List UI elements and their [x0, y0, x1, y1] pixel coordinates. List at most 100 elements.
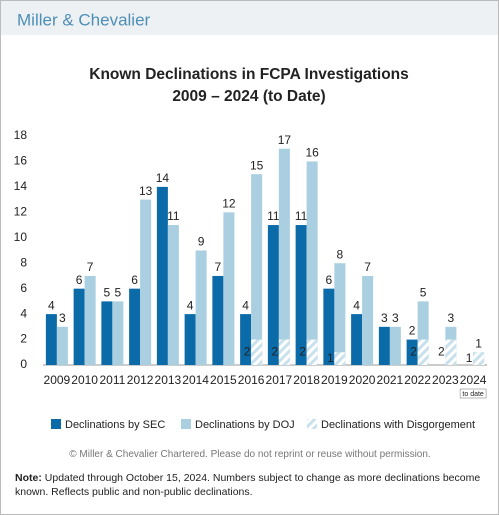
- value-label: 11: [167, 209, 180, 223]
- copyright: © Miller & Chevalier Chartered. Please d…: [69, 449, 431, 460]
- bar: [278, 148, 290, 365]
- bar: [184, 314, 196, 365]
- value-label: 2: [409, 324, 416, 338]
- bar: [56, 326, 68, 365]
- value-label: 4: [242, 298, 249, 312]
- note: Note: Updated through October 15, 2024. …: [15, 471, 485, 499]
- x-tick-label: 2017: [266, 373, 293, 387]
- x-tick-label: 2022: [404, 373, 431, 387]
- y-tick-label: 18: [14, 128, 28, 142]
- y-tick-label: 4: [20, 306, 27, 320]
- value-label: 2: [244, 344, 251, 358]
- value-label: 1: [466, 351, 473, 365]
- x-tick-label: 2015: [210, 373, 237, 387]
- value-label: 7: [87, 260, 94, 274]
- bar: [251, 339, 263, 365]
- x-tick-label: 2014: [182, 373, 209, 387]
- value-label: 13: [139, 184, 153, 198]
- y-tick-label: 16: [14, 154, 28, 168]
- bar: [140, 199, 152, 365]
- bar: [240, 314, 252, 365]
- legend-label: Declinations by SEC: [65, 419, 165, 431]
- bar: [406, 339, 418, 365]
- x-tick-label: 2018: [293, 373, 320, 387]
- bar: [45, 314, 57, 365]
- value-label: 6: [76, 273, 83, 287]
- legend-label: Declinations with Disgorgement: [321, 419, 475, 431]
- x-tick-label: 2016: [238, 373, 265, 387]
- y-tick-label: 12: [14, 205, 28, 219]
- annotation-box: [459, 388, 487, 399]
- bar: [445, 339, 457, 365]
- value-label: 5: [115, 286, 122, 300]
- legend-swatch: [51, 419, 61, 429]
- value-label: 9: [198, 235, 205, 249]
- value-label: 3: [59, 311, 66, 325]
- value-label: 17: [278, 133, 292, 147]
- bar: [306, 339, 318, 365]
- chart-title: Known Declinations in FCPA Investigation…: [89, 66, 409, 83]
- value-label: 11: [295, 209, 308, 223]
- y-tick-label: 6: [20, 281, 27, 295]
- value-label: 15: [250, 158, 264, 172]
- legend-swatch: [307, 419, 317, 429]
- value-label: 8: [337, 247, 344, 261]
- brand-band: [1, 1, 498, 35]
- value-label: 2: [272, 344, 279, 358]
- note-label: Note:: [15, 472, 42, 484]
- x-tick-label: 2009: [44, 373, 71, 387]
- x-tick-label: 2019: [321, 373, 348, 387]
- value-label: 1: [327, 351, 334, 365]
- value-label: 3: [448, 311, 455, 325]
- value-label: 4: [48, 298, 55, 312]
- bar: [334, 263, 346, 365]
- bar: [129, 288, 141, 365]
- value-label: 16: [305, 146, 319, 160]
- value-label: 14: [156, 171, 170, 185]
- bar: [156, 186, 168, 365]
- bar: [195, 250, 207, 365]
- value-label: 7: [364, 260, 371, 274]
- value-label: 5: [420, 286, 427, 300]
- x-tick-label: 2013: [155, 373, 182, 387]
- value-label: 11: [267, 209, 280, 223]
- value-label: 7: [215, 260, 222, 274]
- note-text: Updated through October 15, 2024. Number…: [15, 472, 481, 498]
- value-label: 3: [392, 311, 399, 325]
- bar: [362, 275, 374, 365]
- y-tick-label: 2: [20, 332, 27, 346]
- y-tick-label: 8: [20, 255, 27, 269]
- bar: [378, 326, 390, 365]
- x-tick-label: 2020: [349, 373, 376, 387]
- x-tick-label: 2010: [71, 373, 98, 387]
- bar: [212, 275, 224, 365]
- x-tick-label: 2012: [127, 373, 154, 387]
- bar: [334, 352, 346, 365]
- bar: [73, 288, 85, 365]
- y-tick-label: 0: [20, 357, 27, 371]
- bar: [473, 352, 485, 365]
- bar: [84, 275, 96, 365]
- bar: [101, 301, 113, 365]
- value-label: 2: [299, 344, 306, 358]
- y-tick-label: 10: [14, 230, 28, 244]
- value-label: 1: [475, 336, 482, 350]
- bar: [112, 301, 124, 365]
- bar: [323, 288, 335, 365]
- value-label: 6: [326, 273, 333, 287]
- bar: [389, 326, 401, 365]
- value-label: 2: [438, 344, 445, 358]
- chart: Miller & Chevalier Known Declinations in…: [1, 1, 498, 431]
- bar: [306, 161, 318, 365]
- value-label: 3: [381, 311, 388, 325]
- value-label: 5: [104, 286, 111, 300]
- brand: Miller & Chevalier: [17, 10, 151, 29]
- x-tick-label: 2021: [377, 373, 404, 387]
- chart-subtitle: 2009 – 2024 (to Date): [172, 88, 325, 105]
- bar: [267, 225, 279, 365]
- legend-label: Declinations by DOJ: [195, 419, 295, 431]
- x-tick-label: 2011: [99, 373, 125, 387]
- bar: [251, 174, 263, 365]
- bar: [295, 225, 307, 365]
